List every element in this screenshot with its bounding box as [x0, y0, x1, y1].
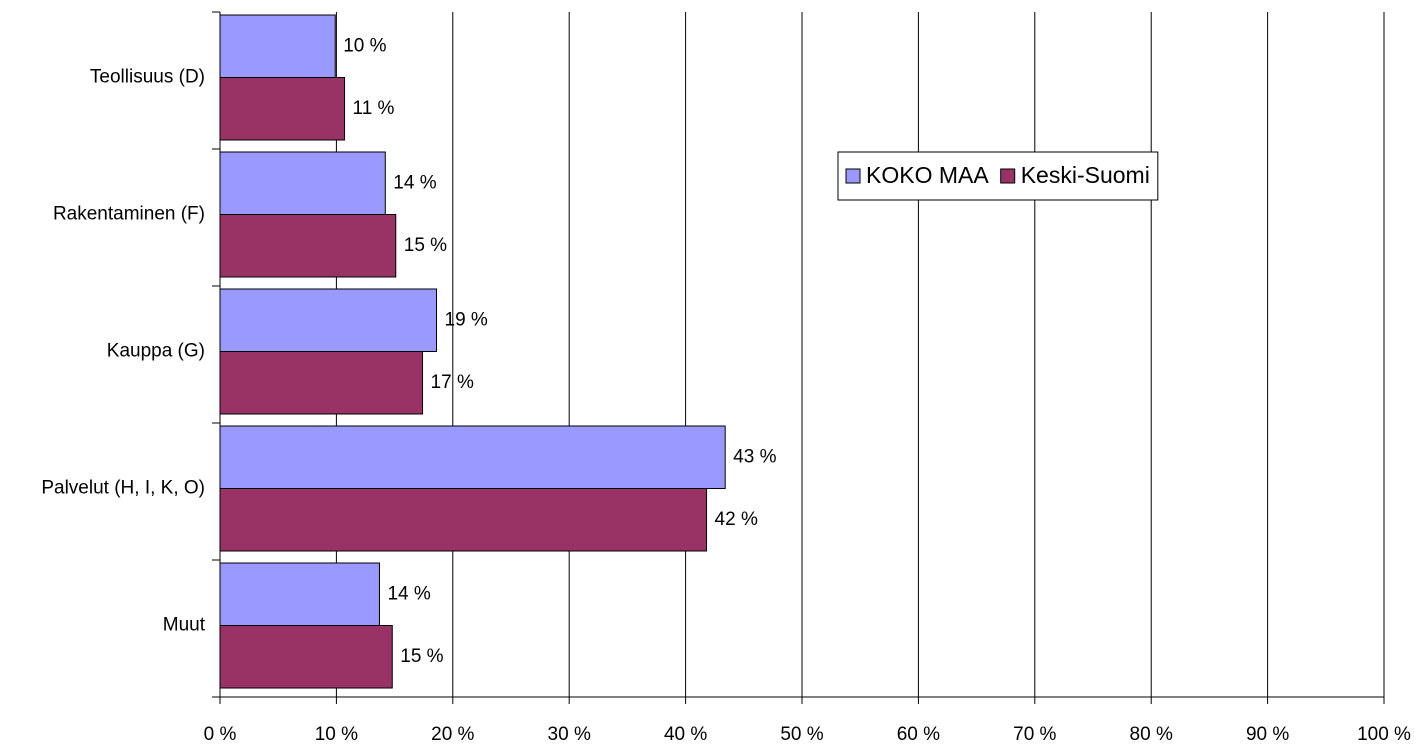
data-label: 10 % — [343, 35, 386, 56]
bar — [219, 351, 424, 415]
x-tick-label: 30 % — [548, 724, 591, 745]
legend-label: KOKO MAA — [866, 162, 989, 188]
bar — [219, 14, 336, 78]
x-tick-label: 100 % — [1357, 724, 1411, 745]
y-tick-label: Palvelut (H, I, K, O) — [41, 478, 205, 499]
data-label: 42 % — [715, 509, 758, 530]
y-tick-label: Muut — [163, 615, 206, 636]
legend — [837, 151, 1159, 201]
y-tick-label: Teollisuus (D) — [90, 67, 205, 88]
x-tick-label: 0 % — [204, 724, 237, 745]
data-label: 17 % — [431, 372, 474, 393]
x-tick-label: 60 % — [897, 724, 940, 745]
bar — [219, 214, 397, 278]
x-tick-label: 10 % — [315, 724, 358, 745]
bar — [219, 625, 393, 689]
y-tick-label: Kauppa (G) — [107, 341, 205, 362]
x-tick-label: 70 % — [1013, 724, 1056, 745]
x-tick-label: 20 % — [431, 724, 474, 745]
y-tick-label: Rakentaminen (F) — [53, 204, 205, 225]
bar — [219, 425, 726, 489]
bar — [219, 77, 346, 141]
bar — [219, 151, 386, 215]
data-label: 14 % — [393, 172, 436, 193]
bar — [219, 288, 438, 352]
legend-label: Keski-Suomi — [1021, 162, 1150, 188]
data-label: 19 % — [445, 309, 488, 330]
bar — [219, 562, 380, 626]
data-label: 43 % — [733, 446, 776, 467]
x-tick-label: 90 % — [1246, 724, 1289, 745]
data-label: 14 % — [387, 583, 430, 604]
legend-swatch — [1000, 168, 1016, 184]
bar — [219, 488, 708, 552]
x-tick-label: 40 % — [664, 724, 707, 745]
data-label: 11 % — [353, 98, 395, 119]
x-tick-label: 80 % — [1130, 724, 1173, 745]
legend-swatch — [845, 168, 861, 184]
data-label: 15 % — [400, 646, 443, 667]
data-label: 15 % — [404, 235, 447, 256]
x-tick-label: 50 % — [780, 724, 823, 745]
